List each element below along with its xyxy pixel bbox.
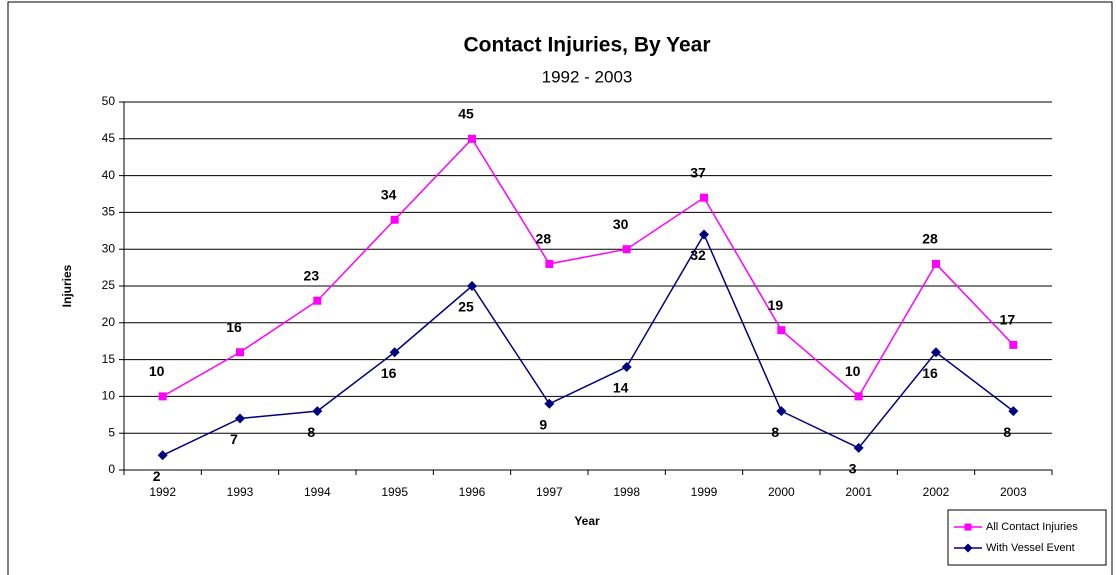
marker [853,442,864,453]
data-label: 16 [922,365,938,381]
data-label: 37 [690,164,706,180]
data-label: 10 [845,363,861,379]
marker [854,392,863,401]
chart-subtitle: 1992 - 2003 [542,67,633,86]
y-tick-label: 25 [102,278,116,292]
x-tick-label: 1993 [227,485,254,499]
x-tick-label: 1994 [304,485,331,499]
data-label: 8 [307,424,315,440]
marker [389,347,400,358]
legend-label: With Vessel Event [986,542,1075,554]
x-axis-label: Year [574,514,600,528]
y-tick-label: 30 [102,241,116,255]
data-label: 7 [230,431,238,447]
data-label: 8 [771,424,779,440]
x-tick-label: 2002 [923,485,950,499]
x-tick-label: 1995 [381,485,408,499]
marker [544,398,555,409]
data-label: 28 [536,231,552,247]
x-tick-label: 1996 [459,485,486,499]
marker [1009,340,1018,349]
y-tick-label: 15 [102,352,116,366]
marker [932,259,940,268]
x-tick-label: 1997 [536,485,563,499]
marker [776,406,787,417]
data-label: 34 [381,186,397,202]
y-axis-label: Injuries [60,264,74,307]
marker [931,347,941,358]
x-tick-label: 1998 [613,485,640,499]
data-label: 25 [458,299,474,315]
data-label: 17 [1000,312,1016,328]
data-label: 28 [922,231,938,247]
marker [390,215,399,224]
marker [1008,406,1019,417]
data-label: 32 [690,247,706,263]
y-tick-label: 50 [102,94,116,108]
data-label: 16 [381,365,397,381]
data-label: 16 [226,319,242,335]
marker [964,523,972,531]
marker [622,245,631,254]
y-tick-label: 10 [102,389,116,403]
x-tick-label: 2003 [1000,485,1027,499]
x-tick-label: 1999 [691,485,718,499]
series-line [162,137,1014,398]
data-label: 45 [458,106,474,122]
marker [313,296,322,305]
y-tick-label: 0 [108,462,115,476]
data-label: 8 [1003,424,1011,440]
x-tick-label: 2000 [768,485,795,499]
data-label: 30 [613,216,629,232]
data-label: 2 [153,468,161,484]
marker [621,361,632,372]
chart-title: Contact Injuries, By Year [463,34,710,57]
series-line [162,232,1014,456]
y-tick-label: 35 [102,205,116,219]
marker [467,281,477,291]
marker [157,450,168,461]
legend: All Contact Injuries With Vessel Event [947,509,1107,566]
y-tick-label: 20 [102,315,116,329]
legend-label: All Contact Injuries [986,521,1078,533]
x-tick-label: 1992 [149,485,176,499]
chart-border [7,1,1113,575]
data-label: 23 [304,267,320,283]
marker [700,193,708,202]
marker [235,413,245,424]
marker [545,259,554,268]
y-tick-label: 45 [102,131,116,145]
x-tick-label: 2001 [845,485,872,499]
marker [158,392,167,401]
legend-box [947,509,1107,566]
marker [777,326,786,335]
y-tick-label: 5 [108,425,115,439]
y-tick-label: 40 [102,168,116,182]
data-label: 19 [768,297,784,313]
marker [468,134,476,143]
marker [312,406,323,417]
data-label: 10 [149,363,165,379]
marker [236,348,244,357]
data-label: 9 [539,416,547,432]
marker [699,229,709,240]
marker [963,543,973,553]
data-label: 14 [613,380,629,396]
data-label: 3 [849,461,857,477]
